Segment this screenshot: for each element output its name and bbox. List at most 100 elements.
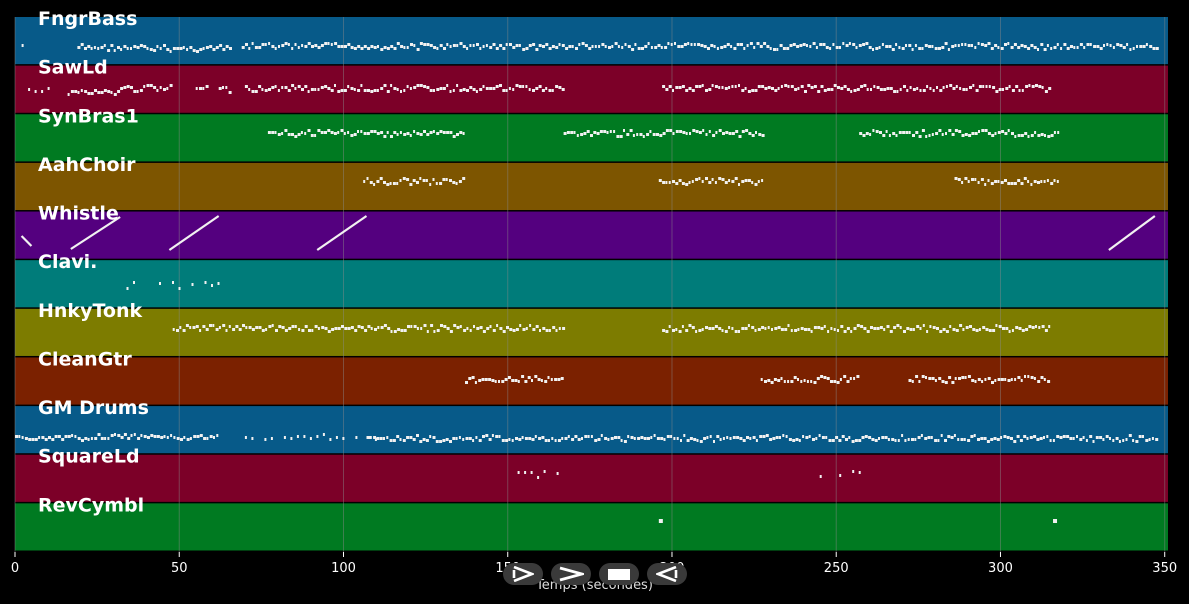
note [918, 47, 922, 50]
note [1043, 48, 1047, 51]
note [760, 378, 763, 381]
note [429, 183, 432, 186]
note [662, 85, 666, 88]
note [619, 135, 623, 138]
stop-icon [608, 569, 630, 580]
note [419, 84, 423, 87]
note [360, 84, 363, 87]
note [440, 324, 443, 327]
note [823, 325, 826, 328]
step-back-button[interactable] [647, 563, 687, 585]
note [931, 133, 934, 136]
note [169, 50, 172, 53]
note [565, 47, 569, 50]
note [189, 326, 192, 329]
step-forward-button[interactable] [503, 563, 543, 585]
note [807, 328, 811, 331]
note [1044, 90, 1048, 93]
note [1115, 437, 1119, 440]
note [909, 328, 913, 331]
note [828, 439, 832, 442]
note [370, 90, 374, 93]
note [534, 375, 538, 378]
note [205, 328, 209, 331]
note [163, 88, 166, 91]
note [879, 88, 883, 91]
note [685, 89, 689, 92]
note [1142, 435, 1144, 438]
note [797, 87, 800, 90]
note [820, 327, 824, 330]
note [107, 90, 111, 93]
note [918, 135, 922, 138]
note [566, 131, 570, 134]
note [443, 47, 446, 50]
note [1099, 47, 1103, 50]
note [514, 379, 518, 382]
note [665, 330, 669, 333]
note [674, 42, 676, 45]
play-button[interactable] [551, 563, 591, 585]
note [698, 85, 702, 88]
note [159, 282, 161, 285]
note [1035, 84, 1038, 87]
note [482, 45, 485, 48]
note [879, 326, 883, 329]
note [491, 379, 495, 382]
note [215, 328, 219, 331]
note [304, 85, 308, 88]
note [862, 43, 866, 46]
note [446, 327, 450, 330]
note [543, 470, 546, 473]
note [327, 42, 330, 45]
note [1155, 438, 1159, 441]
note [912, 88, 916, 91]
note [1053, 519, 1058, 523]
note [808, 435, 811, 438]
note [701, 180, 704, 183]
note [511, 439, 514, 442]
note [568, 45, 572, 48]
note [429, 44, 433, 47]
note [426, 86, 430, 89]
note [522, 48, 526, 51]
note [780, 328, 784, 331]
stop-button[interactable] [599, 563, 639, 585]
note [1060, 47, 1063, 50]
note [1073, 46, 1076, 49]
note [806, 44, 808, 47]
note [294, 87, 297, 90]
x-tick-label: 50 [171, 561, 188, 576]
note [1118, 440, 1121, 443]
note [1044, 134, 1046, 137]
note [919, 327, 922, 330]
note [409, 436, 413, 439]
note [499, 44, 503, 47]
note [87, 45, 91, 48]
note [90, 47, 93, 50]
note [931, 45, 934, 48]
note [317, 327, 320, 330]
note [1002, 88, 1004, 91]
note [729, 437, 732, 440]
note [455, 437, 458, 440]
note [1013, 182, 1017, 185]
note [264, 89, 268, 92]
note [955, 329, 959, 332]
note [554, 378, 558, 381]
track-label: Whistle [38, 203, 119, 225]
note [928, 45, 932, 48]
note [80, 43, 84, 46]
note [668, 85, 672, 88]
note [773, 378, 777, 381]
note [721, 329, 724, 332]
note [617, 45, 620, 48]
note [957, 44, 960, 47]
note [1109, 44, 1112, 47]
note [714, 85, 718, 88]
note [981, 380, 984, 383]
note [1023, 177, 1027, 180]
note [413, 325, 417, 328]
note [1048, 325, 1051, 328]
